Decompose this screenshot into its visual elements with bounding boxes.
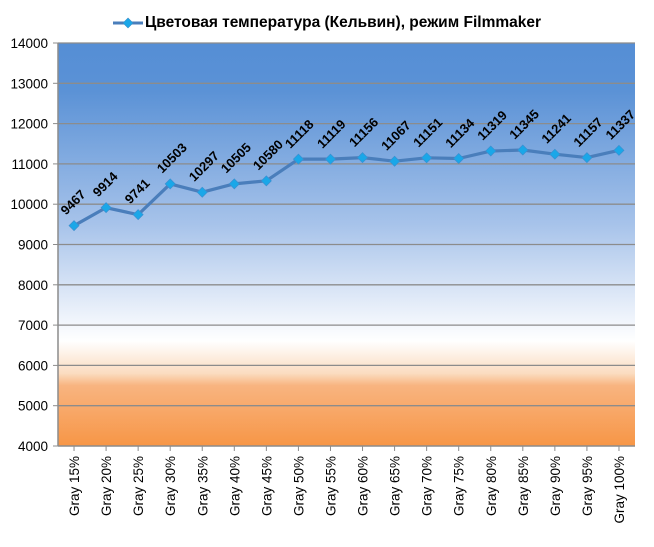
data-point-marker [292,153,304,165]
x-tick-label: Gray 15% [67,456,82,516]
data-point-marker [485,145,497,157]
data-point-marker [68,220,80,232]
data-point-marker [132,209,144,221]
x-tick-label: Gray 95% [580,456,595,516]
y-tick-label: 6000 [18,358,48,373]
x-tick-label: Gray 55% [323,456,338,516]
x-tick-label: Gray 25% [131,456,146,516]
series-line [73,148,620,228]
x-tick-label: Gray 45% [259,456,274,516]
legend-label: Цветовая температура (Кельвин), режим Fi… [144,14,542,31]
data-point-marker [100,202,112,214]
x-tick-label: Gray 85% [516,456,531,516]
x-tick-label: Gray 65% [388,456,403,516]
x-tick-label: Gray 30% [163,456,178,516]
data-point-marker [613,144,625,156]
data-point-marker [357,152,369,164]
data-point-marker [196,186,208,198]
y-tick-label: 5000 [18,399,48,414]
data-point-marker [549,148,561,160]
y-tick-label: 8000 [18,278,48,293]
y-tick-label: 11000 [11,157,48,172]
data-point-marker [228,178,240,190]
data-point-marker [324,153,336,165]
data-point-marker [421,152,433,164]
x-tick-label: Gray 100% [612,456,627,524]
data-point-marker [453,153,465,164]
x-tick-label: Gray 50% [291,456,306,516]
y-tick-label: 13000 [10,76,48,91]
x-tick-label: Gray 20% [99,456,114,516]
data-point-marker [260,175,272,187]
data-point-marker [164,178,176,190]
y-tick-label: 12000 [10,117,48,132]
data-point-marker [389,155,401,167]
x-tick-label: Gray 90% [548,456,563,516]
x-tick-label: Gray 80% [484,456,499,516]
y-tick-label: 4000 [18,439,48,454]
x-tick-label: Gray 70% [420,456,435,516]
x-tick-label: Gray 75% [452,456,467,516]
data-point-marker [581,152,593,164]
x-tick-label: Gray 35% [195,456,210,516]
data-point-marker [517,144,529,156]
chart-legend: Цветовая температура (Кельвин), режим Fi… [0,14,654,32]
y-tick-label: 14000 [10,36,48,51]
x-tick-label: Gray 60% [356,456,371,516]
legend-line-diamond-icon [112,17,143,29]
y-tick-label: 10000 [10,197,48,212]
y-tick-label: 9000 [18,238,48,253]
y-tick-label: 7000 [18,318,48,333]
x-tick-label: Gray 40% [227,456,242,516]
